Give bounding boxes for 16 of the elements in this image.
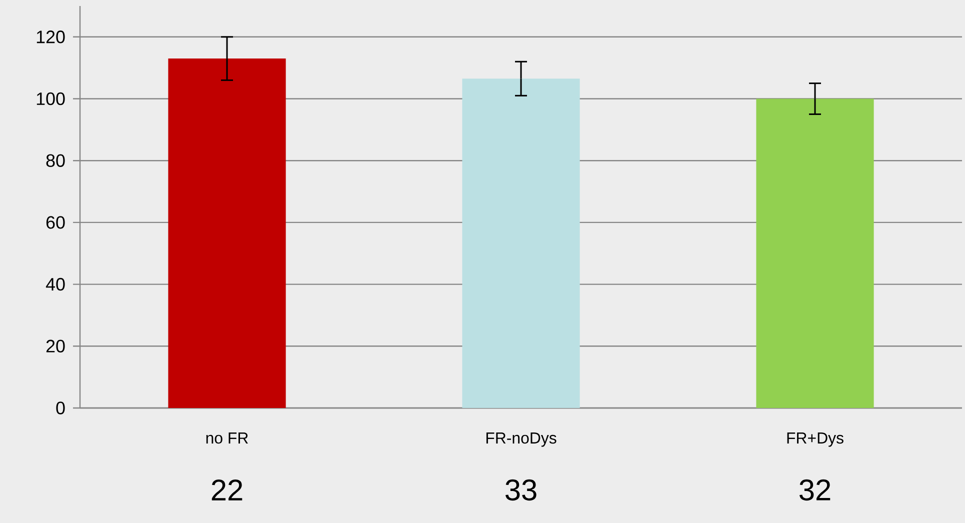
x-tick-label: FR+Dys bbox=[787, 432, 844, 447]
bar bbox=[756, 98, 874, 408]
y-tick-label: 40 bbox=[46, 278, 65, 291]
bar bbox=[462, 78, 580, 408]
y-tick-label: 0 bbox=[56, 402, 65, 414]
y-tick-label: 120 bbox=[36, 30, 65, 44]
y-tick-label: 20 bbox=[46, 340, 65, 352]
x-tick-label: FR-noDys bbox=[486, 432, 556, 447]
y-tick-label: 60 bbox=[46, 216, 65, 229]
y-tick-label: 80 bbox=[46, 154, 65, 167]
x-tick-label: no FR bbox=[206, 432, 248, 444]
bar bbox=[168, 58, 286, 408]
y-tick-label: 100 bbox=[36, 92, 65, 106]
text: 22 bbox=[212, 480, 242, 500]
text: 32 bbox=[800, 479, 830, 501]
text: 33 bbox=[506, 479, 536, 501]
